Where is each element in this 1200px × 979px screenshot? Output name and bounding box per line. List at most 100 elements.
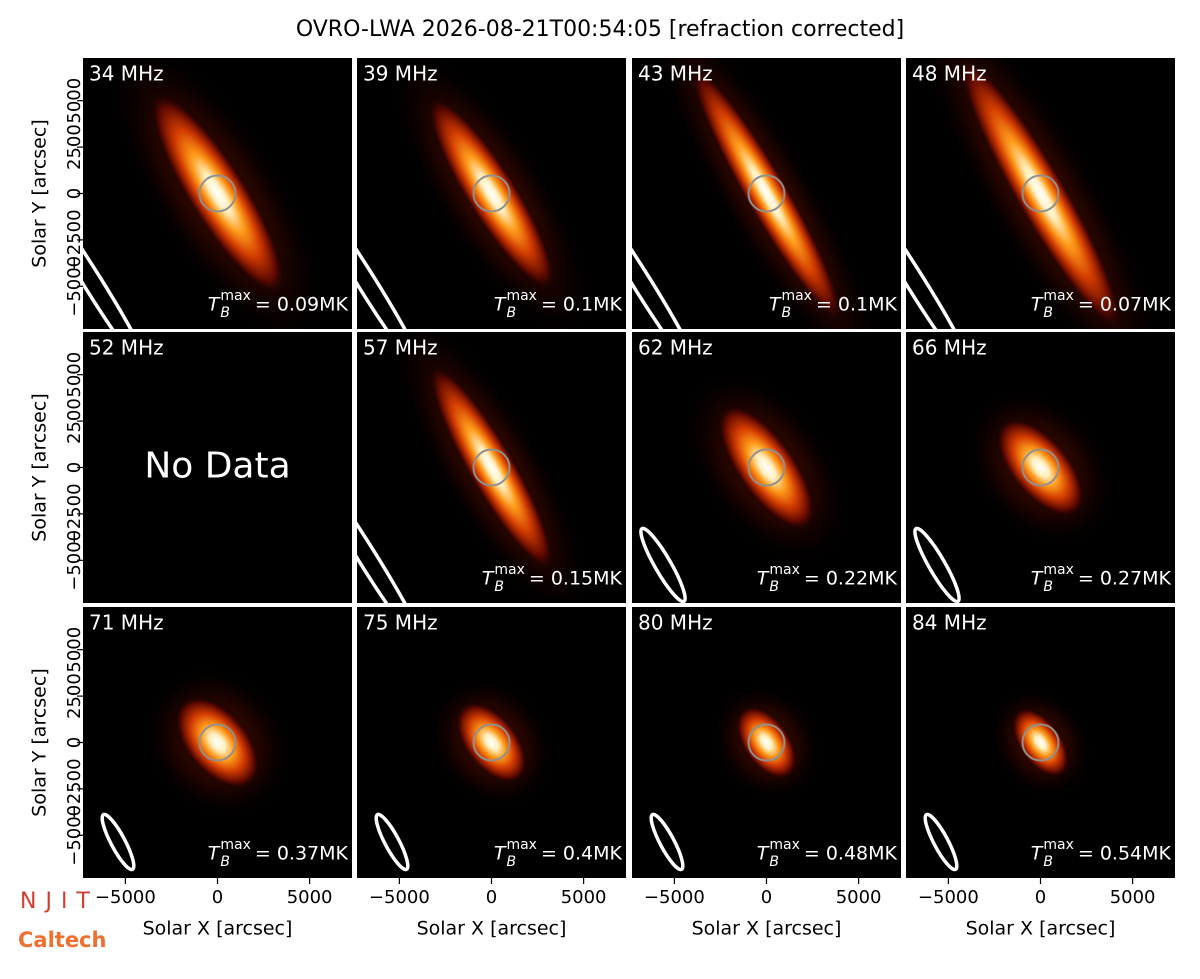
beam [374,812,410,872]
tmax-symbol-sub: B [494,579,504,595]
emission [957,58,1124,329]
tmax-symbol-sub: B [769,579,779,595]
panel-title: 57 MHz [363,336,438,360]
y-tick-label: −2500 [64,758,85,819]
beam [100,812,136,872]
image-area [632,58,887,329]
panel-title: 84 MHz [912,611,987,635]
no-data-label: No Data [144,446,290,487]
x-tick-label: 5000 [561,887,607,908]
y-tick-label: −2500 [64,483,85,544]
y-tick-label: 5000 [64,627,85,673]
tmax-value: = 0.1MK [541,294,623,316]
emission [174,695,261,790]
tmax-value: = 0.1MK [816,294,898,316]
y-tick-label: 0 [64,737,85,748]
beam [83,187,154,329]
panel-title: 80 MHz [638,611,713,635]
tmax-symbol: T [482,568,495,590]
beam [906,187,977,329]
image-area [357,58,595,329]
emission [426,95,557,292]
x-tick-label: 5000 [287,887,333,908]
emission [735,705,798,780]
tmax-value: = 0.54MK [1078,843,1172,865]
emission [455,701,528,784]
y-tick-label: 2500 [64,398,85,444]
emission [995,417,1086,518]
y-axis-label: Solar Y [arcsec] [29,668,51,816]
panel-title: 43 MHz [638,62,713,86]
tmax-symbol-sub: B [1043,854,1053,870]
tmax-symbol: T [1031,843,1044,865]
y-tick-label: −5000 [64,256,85,317]
x-axis-label: Solar X [arcsec] [417,918,567,940]
tmax-symbol: T [1031,568,1044,590]
logo-njit: NJIT [20,889,99,914]
panel-background [83,332,352,603]
y-tick-label: 5000 [64,78,85,124]
tmax-symbol-sub: B [506,854,516,870]
solar-limb [1021,723,1060,762]
tmax-symbol-sub: B [1043,305,1053,321]
tmax-symbol-sub: B [781,305,791,321]
beam [913,526,961,603]
emission [689,63,844,324]
logo-caltech: Caltech [18,928,106,952]
image-area [100,664,294,872]
beam [632,187,703,329]
y-tick-label: 0 [64,462,85,473]
tmax-symbol: T [494,294,507,316]
beam [639,526,687,603]
beam [649,812,685,872]
tmax-symbol-sup: max [769,837,800,853]
panel-title: 71 MHz [89,611,164,635]
x-axis-label: Solar X [arcsec] [143,918,293,940]
tmax-symbol-sub: B [506,305,516,321]
x-tick-label: 5000 [836,887,882,908]
y-tick-label: 2500 [64,673,85,719]
tmax-symbol-sup: max [1043,288,1074,304]
panel-title: 66 MHz [912,336,987,360]
x-tick-label: 0 [1035,887,1046,908]
panel-title: 48 MHz [912,62,987,86]
solar-limb [472,174,511,213]
tmax-value: = 0.27MK [1078,568,1172,590]
tmax-symbol-sup: max [220,837,251,853]
tmax-value: = 0.37MK [255,843,349,865]
y-axis-label: Solar Y [arcsec] [29,119,51,267]
tmax-value: = 0.4MK [541,843,623,865]
tmax-value: = 0.07MK [1078,294,1172,316]
tmax-value: = 0.48MK [804,843,898,865]
tmax-symbol-sup: max [494,562,525,578]
tmax-value: = 0.15MK [529,568,623,590]
beam [357,187,428,329]
beam [357,461,428,603]
tmax-symbol-sub: B [220,854,230,870]
emission [428,362,555,573]
tmax-symbol-sup: max [1043,562,1074,578]
tmax-symbol-sub: B [769,854,779,870]
emission [149,90,286,297]
beam [923,812,959,872]
tmax-symbol: T [494,843,507,865]
image-area [639,367,851,603]
solar-limb [472,448,511,487]
tmax-symbol-sup: max [506,837,537,853]
tmax-value: = 0.22MK [804,568,898,590]
tmax-value: = 0.09MK [255,294,349,316]
image-area [649,682,823,872]
solar-limb [198,174,237,213]
x-tick-label: 5000 [1110,887,1156,908]
x-tick-label: 0 [761,887,772,908]
